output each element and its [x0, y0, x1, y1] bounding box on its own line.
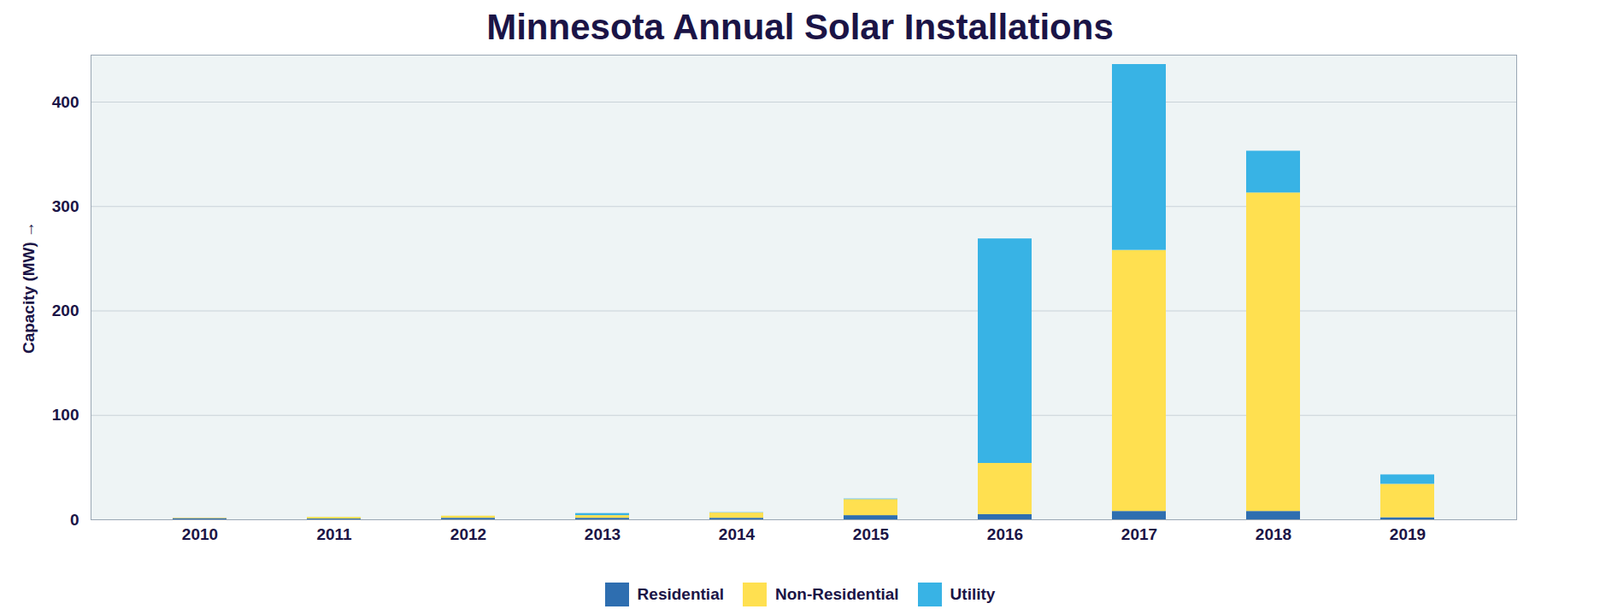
svg-text:200: 200: [52, 301, 80, 320]
svg-text:2012: 2012: [450, 525, 487, 544]
html-text:Minnesota Annual Solar Install: Minnesota Annual Solar Installations: [486, 6, 1114, 48]
svg-text:2019: 2019: [1389, 525, 1426, 544]
svg-text:2017: 2017: [1121, 525, 1158, 544]
svg-text:2010: 2010: [182, 525, 218, 544]
svg-text:100: 100: [52, 405, 80, 424]
svg-text:2016: 2016: [987, 525, 1024, 544]
html-text:Residential: Residential: [637, 585, 724, 604]
svg-text:2013: 2013: [584, 525, 621, 544]
svg-text:2015: 2015: [852, 525, 890, 544]
svg-text:300: 300: [52, 197, 80, 216]
html-text:Non-Residential: Non-Residential: [775, 585, 899, 604]
svg-text:2011: 2011: [316, 525, 353, 544]
html-text:Utility: Utility: [950, 585, 996, 604]
svg-text:0: 0: [70, 511, 80, 530]
svg-text:Capacity (MW) →: Capacity (MW) →: [19, 221, 38, 354]
svg-text:400: 400: [52, 93, 80, 112]
svg-text:2014: 2014: [718, 525, 756, 544]
svg-text:2018: 2018: [1255, 525, 1292, 544]
